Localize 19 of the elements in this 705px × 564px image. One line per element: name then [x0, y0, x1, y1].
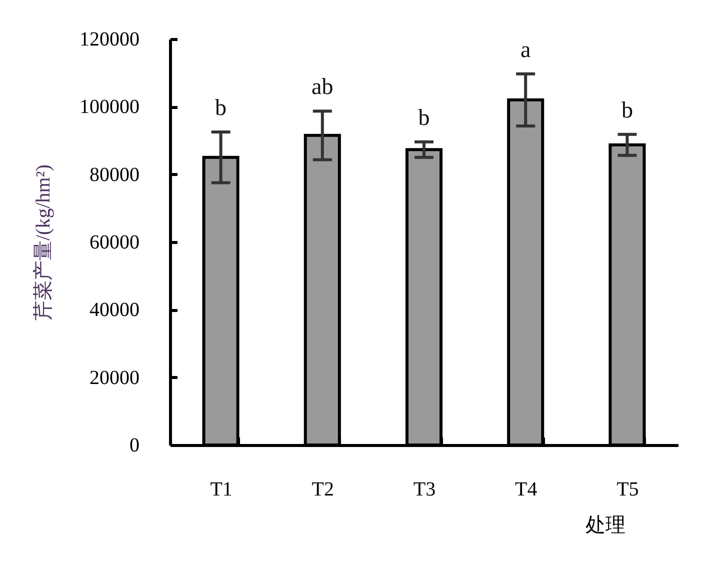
annotation: a	[520, 36, 531, 62]
annotation: b	[621, 97, 633, 122]
annotation: b	[418, 104, 430, 130]
x-axis-title: 处理	[586, 514, 626, 536]
y-tick-label: 20000	[90, 366, 140, 389]
y-tick-label: 40000	[90, 299, 140, 322]
x-tick-label: T3	[413, 478, 436, 500]
x-tick-label: T4	[514, 478, 538, 500]
y-axis-title: 芹菜产量/(kg/hm²)	[32, 164, 54, 320]
y-tick-label: 120000	[80, 28, 140, 50]
x-tick-label: T2	[312, 478, 334, 500]
y-tick-label: 100000	[80, 96, 140, 118]
x-tick-label: T1	[210, 478, 232, 500]
annotation: ab	[312, 74, 334, 100]
annotation: b	[215, 95, 227, 120]
y-tick-label: 80000	[90, 164, 140, 186]
y-tick-label: 60000	[90, 232, 140, 254]
y-tick-label: 0	[130, 434, 140, 456]
x-tick-label: T5	[616, 478, 639, 500]
